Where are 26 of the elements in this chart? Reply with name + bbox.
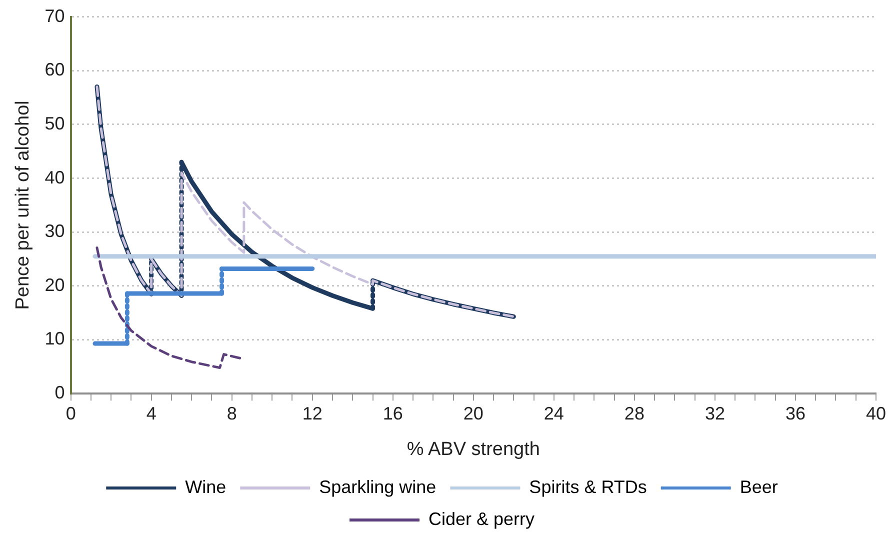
x-tick-label: 36 bbox=[785, 403, 806, 424]
x-axis-title: % ABV strength bbox=[406, 438, 540, 460]
legend-label: Cider & perry bbox=[428, 508, 535, 529]
line-series bbox=[96, 246, 244, 370]
x-tick-label: 20 bbox=[463, 403, 484, 424]
x-tick-label: 8 bbox=[226, 403, 237, 424]
y-tick-label: 30 bbox=[44, 221, 65, 242]
x-tick-label: 12 bbox=[302, 403, 322, 424]
y-tick-label: 20 bbox=[44, 274, 65, 295]
legend-label: Wine bbox=[185, 476, 226, 497]
y-tick-label: 0 bbox=[54, 382, 65, 403]
x-tick-label: 24 bbox=[544, 403, 564, 424]
x-tick-label: 4 bbox=[146, 403, 156, 424]
y-tick-label: 50 bbox=[44, 113, 65, 134]
y-tick-label: 40 bbox=[44, 167, 65, 188]
y-axis-title: Pence per unit of alcohol bbox=[12, 100, 34, 310]
x-tick-label: 28 bbox=[624, 403, 644, 424]
x-tick-label: 40 bbox=[866, 403, 886, 424]
legend-label: Sparkling wine bbox=[319, 476, 436, 497]
y-tick-label: 10 bbox=[44, 328, 65, 349]
y-tick-label: 60 bbox=[44, 60, 65, 80]
x-tick-label: 32 bbox=[704, 403, 725, 424]
legend-label: Beer bbox=[740, 476, 778, 497]
legend-label: Spirits & RTDs bbox=[529, 476, 647, 497]
x-tick-label: 16 bbox=[382, 403, 403, 424]
y-tick-label: 70 bbox=[44, 6, 65, 26]
